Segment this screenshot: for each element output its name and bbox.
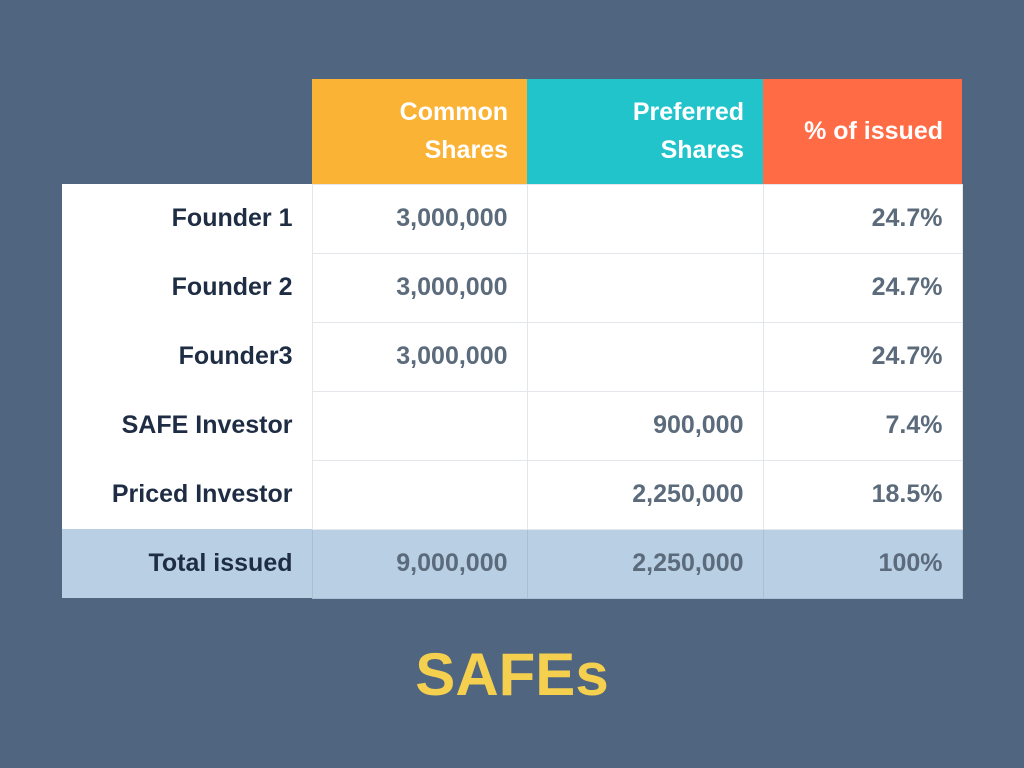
- table-cell: 900,000: [526, 390, 764, 461]
- table-cell: [311, 459, 528, 530]
- table-cell: 3,000,000: [311, 252, 528, 323]
- table-row: Total issued 9,000,000 2,250,000 100%: [62, 528, 963, 599]
- table-cell: [526, 183, 764, 254]
- row-label: Priced Investor: [62, 460, 312, 529]
- cap-table: Common Shares Preferred Shares% of issued…: [62, 79, 963, 599]
- row-label: Founder 1: [62, 184, 312, 253]
- table-row: Founder 2 3,000,000 24.7%: [62, 252, 963, 323]
- header-cell: Preferred Shares: [527, 79, 763, 184]
- table-cell: 2,250,000: [526, 528, 764, 599]
- table-cell: 100%: [762, 528, 963, 599]
- table-cell: 18.5%: [762, 459, 963, 530]
- table-row: Founder3 3,000,000 24.7%: [62, 321, 963, 392]
- header-row: Common Shares Preferred Shares% of issued: [62, 79, 962, 184]
- table-cell: [311, 390, 528, 461]
- row-label: Founder3: [62, 322, 312, 391]
- table-cell: 3,000,000: [311, 321, 528, 392]
- row-label: Founder 2: [62, 253, 312, 322]
- table-cell: [526, 321, 764, 392]
- table-cell: 24.7%: [762, 183, 963, 254]
- header-cell: % of issued: [763, 79, 962, 184]
- table-cell: 9,000,000: [311, 528, 528, 599]
- header-cell: Common Shares: [312, 79, 527, 184]
- table-cell: 2,250,000: [526, 459, 764, 530]
- header-cell: [62, 79, 312, 184]
- row-label: Total issued: [62, 529, 312, 598]
- table-row: Priced Investor 2,250,000 18.5%: [62, 459, 963, 530]
- table-cell: [526, 252, 764, 323]
- slide-title: SAFEs: [415, 641, 609, 708]
- table-row: SAFE Investor 900,000 7.4%: [62, 390, 963, 461]
- row-label: SAFE Investor: [62, 391, 312, 460]
- table-cell: 3,000,000: [311, 183, 528, 254]
- table-cell: 24.7%: [762, 321, 963, 392]
- table-row: Founder 1 3,000,000 24.7%: [62, 183, 963, 254]
- table-cell: 24.7%: [762, 252, 963, 323]
- table-cell: 7.4%: [762, 390, 963, 461]
